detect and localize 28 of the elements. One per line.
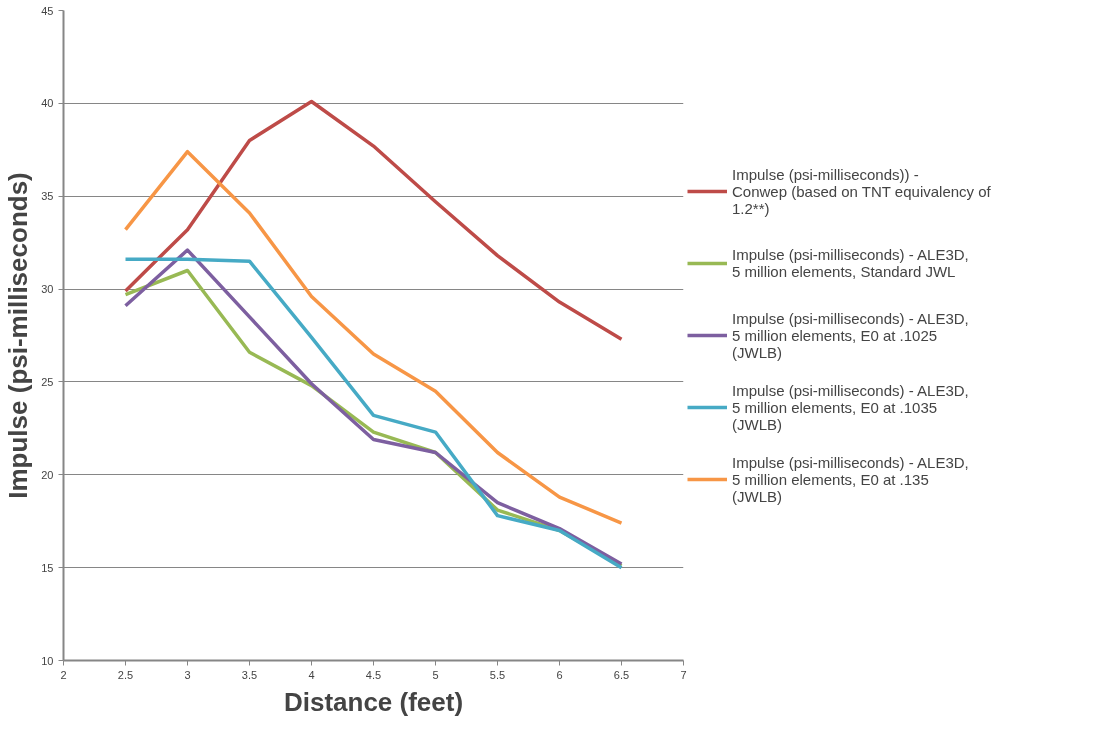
x-tick-label: 4 [308, 668, 315, 681]
x-tick-label: 6.5 [613, 668, 630, 681]
y-tick-label: 45 [41, 4, 54, 17]
x-tick-label: 7 [680, 668, 687, 681]
line-series [123, 99, 624, 341]
y-tick-label: 25 [41, 375, 54, 388]
x-tick-label: 5 [432, 668, 439, 681]
x-tick-label: 3.5 [241, 668, 258, 681]
y-tick-label: 40 [41, 97, 54, 110]
x-tick-label: 4.5 [365, 668, 382, 681]
y-tick-label: 15 [41, 561, 54, 574]
x-axis-title: Distance (feet) [283, 686, 464, 717]
y-axis-title: Impulse (psi-milliseconds) [3, 172, 34, 499]
x-tick-label: 2 [60, 668, 67, 681]
legend-label: Impulse (psi-milliseconds) - ALE3D, 5 million elements, E0 at .135 (JWLB) [732, 452, 969, 507]
legend-label: Impulse (psi-milliseconds)) - Conwep (based on TNT equivalency of 1.2**) [732, 164, 991, 219]
x-tick-label: 2.5 [117, 668, 134, 681]
x-tick-label: 3 [184, 668, 191, 681]
y-tick-label: 30 [41, 283, 54, 296]
y-tick-label: 35 [41, 190, 54, 203]
line-series [123, 149, 624, 525]
y-tick-label: 10 [41, 654, 54, 667]
y-tick-label: 20 [41, 468, 54, 481]
x-tick-label: 5.5 [489, 668, 506, 681]
legend-label: Impulse (psi-milliseconds) - ALE3D, 5 million elements, E0 at .1025 (JWLB) [732, 308, 969, 363]
x-tick-label: 6 [556, 668, 563, 681]
legend-label: Impulse (psi-milliseconds) - ALE3D, 5 million elements, E0 at .1035 (JWLB) [732, 380, 969, 435]
legend-label: Impulse (psi-milliseconds) - ALE3D, 5 million elements, Standard JWL [732, 245, 969, 282]
